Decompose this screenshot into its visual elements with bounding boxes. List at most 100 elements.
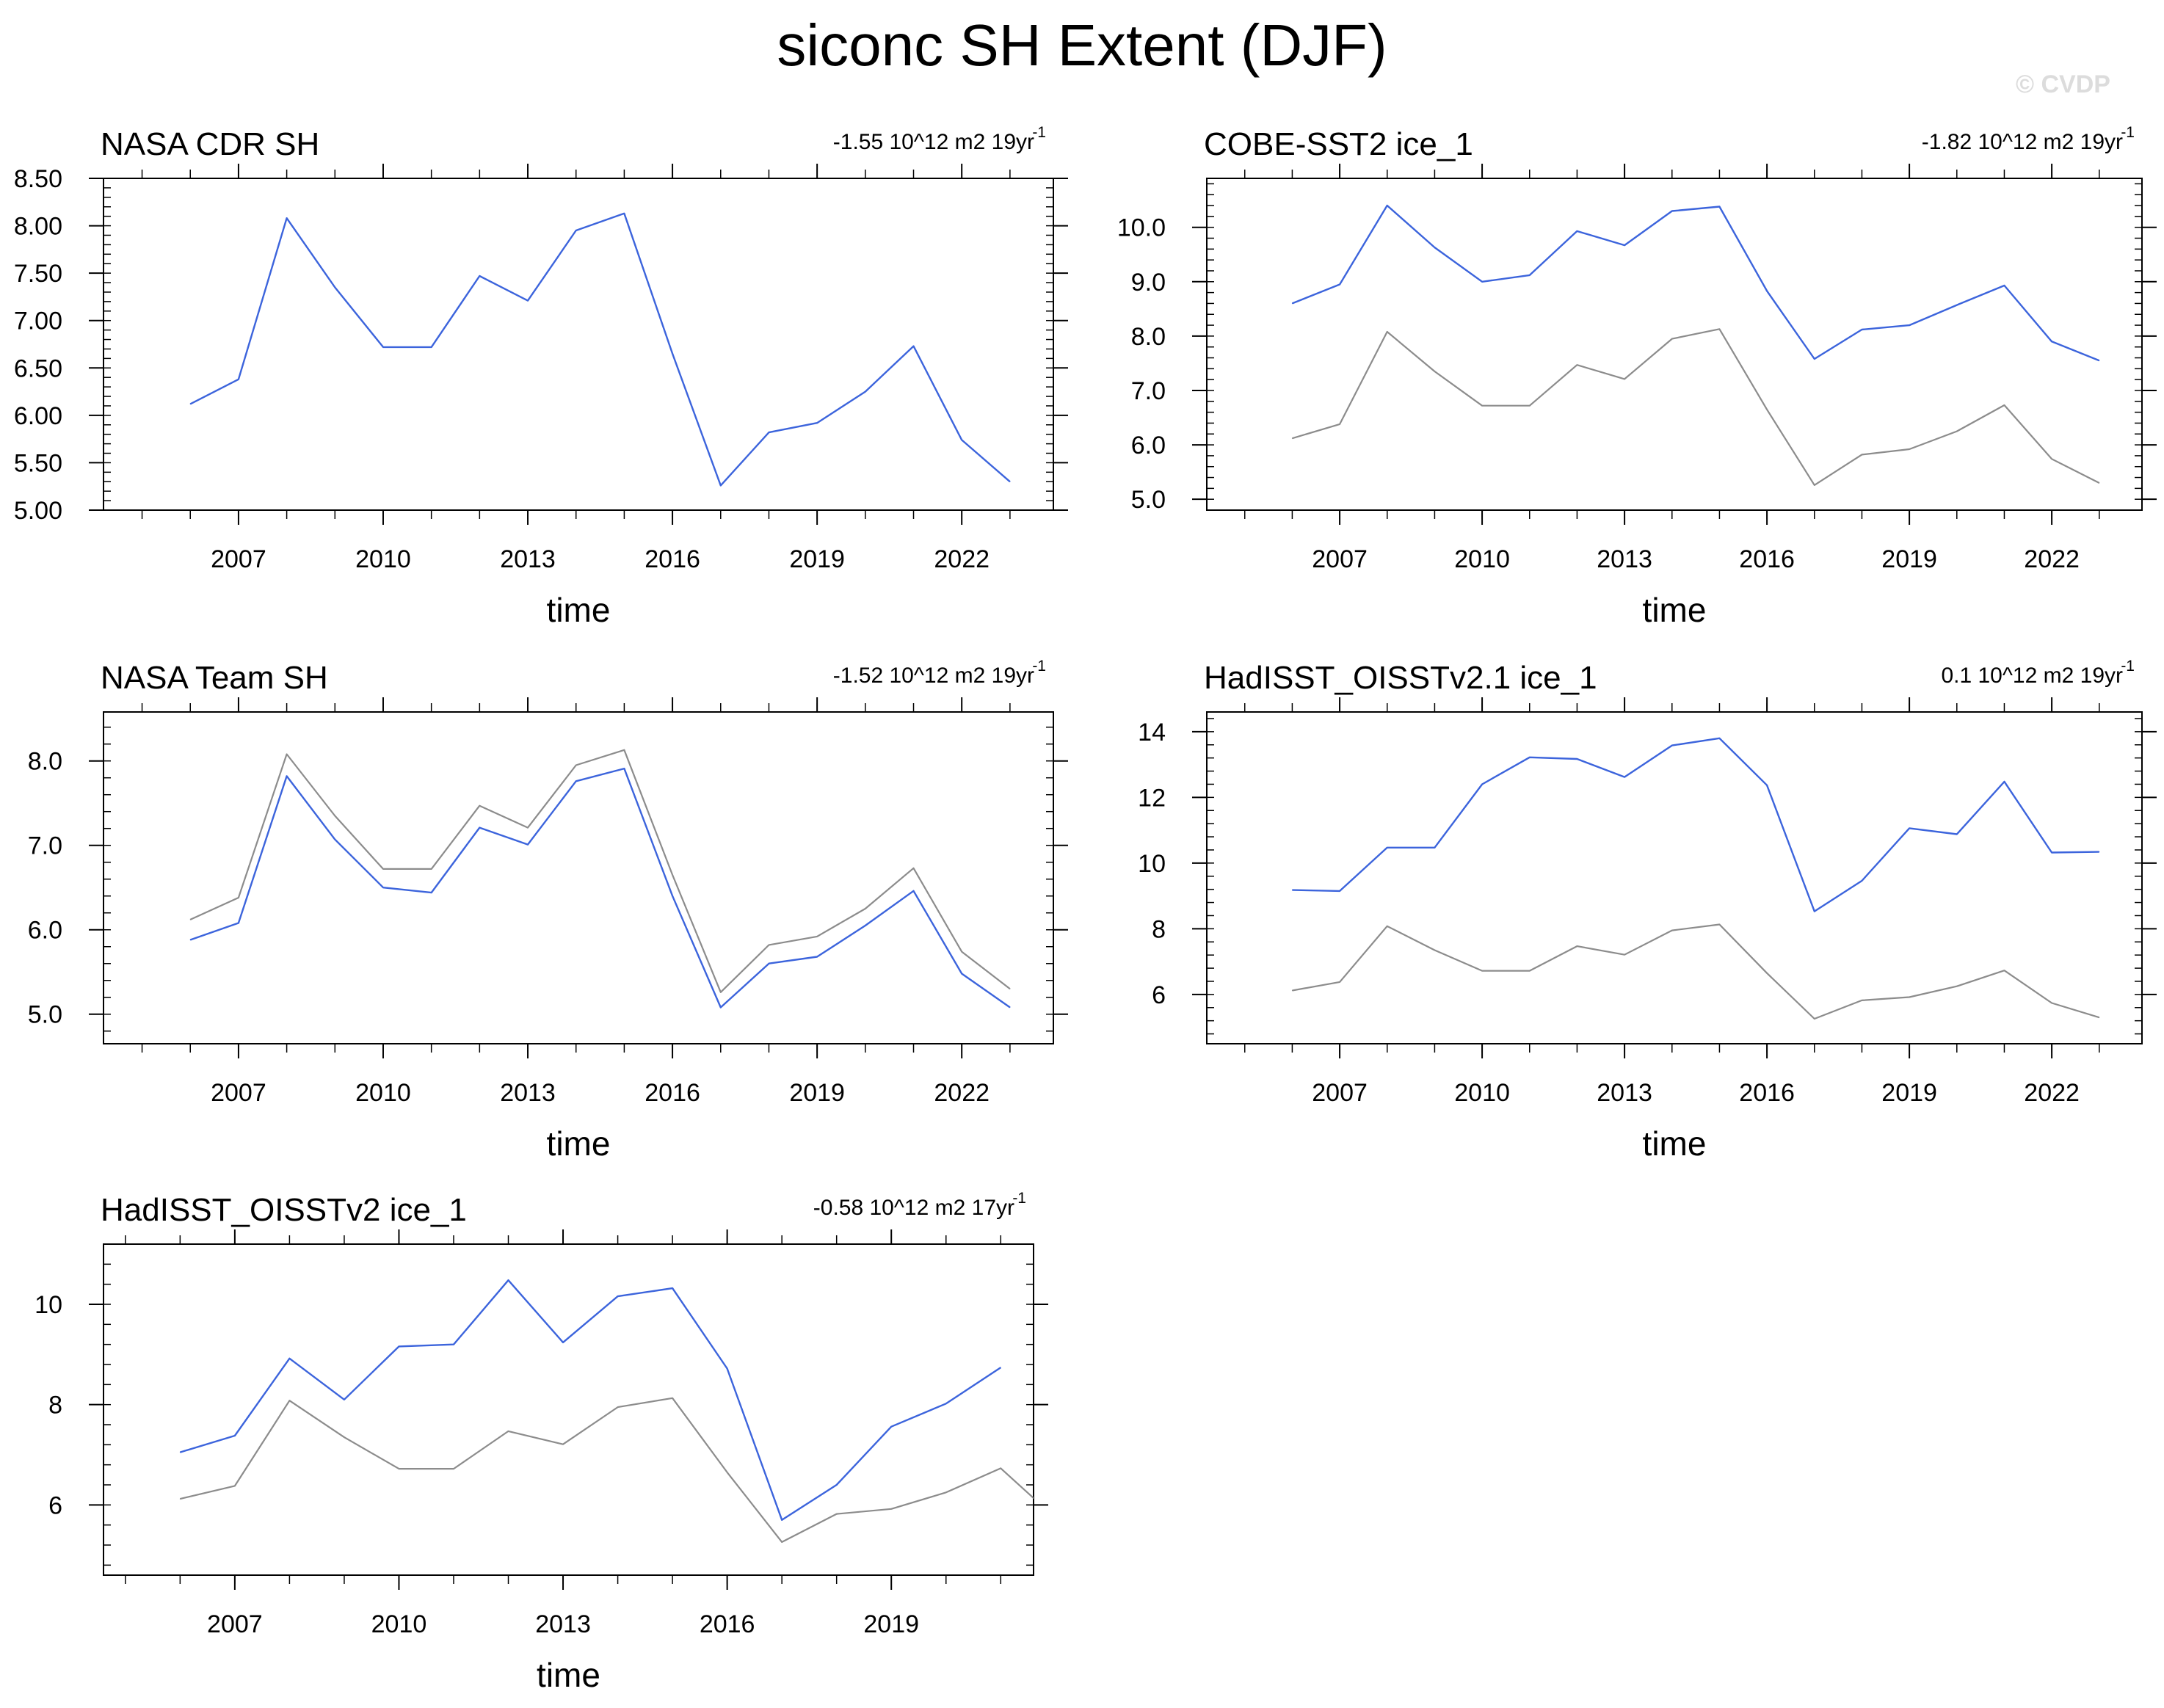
- model-data-point: [1956, 834, 1958, 835]
- y-tick-label: 8: [1152, 915, 1166, 943]
- model-data-point: [672, 1287, 673, 1289]
- observed-data-point: [1909, 448, 1910, 450]
- model-data-point: [431, 346, 432, 348]
- model-data-point: [1481, 281, 1483, 283]
- model-data-point: [1671, 745, 1673, 746]
- trend-exponent: -1: [1012, 1190, 1026, 1207]
- observed-data-point: [623, 749, 625, 751]
- y-tick-label: 6.0: [28, 917, 62, 945]
- observed-data-point: [836, 1513, 838, 1515]
- x-tick-label: 2007: [211, 545, 266, 573]
- panel-title: NASA CDR SH: [101, 126, 319, 162]
- observed-data-point: [672, 874, 673, 876]
- observed-data-point: [890, 1508, 892, 1510]
- x-tick-label: 2013: [500, 1079, 556, 1107]
- panel-title: HadISST_OISSTv2 ice_1: [101, 1192, 467, 1228]
- trend-label: -1.55 10^12 m2 19yr: [833, 130, 1034, 154]
- model-data-point: [1814, 358, 1815, 360]
- y-tick-label: 5.50: [14, 449, 62, 477]
- plot-frame: [1206, 711, 2143, 1044]
- model-data-point: [1814, 911, 1815, 912]
- x-tick-label: 2019: [863, 1610, 919, 1638]
- model-data-point: [286, 217, 288, 219]
- model-data-point: [479, 827, 480, 829]
- x-tick-label: 2016: [700, 1610, 755, 1638]
- model-series-line: [189, 212, 1011, 487]
- panel-title: HadISST_OISSTv2.1 ice_1: [1204, 660, 1597, 696]
- observed-data-point: [617, 1406, 619, 1408]
- observed-series-line: [1292, 923, 2100, 1020]
- observed-data-point: [1481, 405, 1483, 407]
- observed-data-point: [1529, 970, 1531, 972]
- observed-data-point: [479, 805, 480, 807]
- observed-data-point: [1481, 970, 1483, 972]
- y-tick-label: 14: [1138, 719, 1166, 746]
- y-tick-label: 5.0: [1131, 486, 1166, 514]
- model-data-point: [720, 484, 722, 486]
- observed-data-point: [179, 1498, 181, 1500]
- model-data-point: [945, 1403, 947, 1404]
- model-series-line: [179, 1279, 1001, 1522]
- observed-data-point: [1291, 990, 1293, 991]
- x-tick-label: 2013: [1597, 545, 1652, 573]
- y-tick-label: 8.50: [14, 165, 62, 193]
- x-axis-title: time: [1643, 1124, 1707, 1163]
- model-series-line: [1292, 737, 2099, 912]
- cvdp-watermark: © CVDP: [2016, 70, 2110, 98]
- model-data-point: [508, 1279, 509, 1281]
- observed-data-point: [382, 868, 384, 870]
- y-tick-label: 5.00: [14, 497, 62, 525]
- observed-data-point: [1671, 930, 1673, 931]
- model-data-point: [1009, 1007, 1011, 1008]
- y-tick-label: 8.0: [1131, 323, 1166, 351]
- model-data-point: [382, 346, 384, 348]
- y-tick-label: 6: [48, 1491, 62, 1519]
- plot-frame: [103, 711, 1054, 1044]
- y-tick-label: 8: [48, 1392, 62, 1420]
- x-tick-label: 2010: [1454, 545, 1510, 573]
- model-data-point: [1434, 247, 1435, 248]
- panel-title: NASA Team SH: [101, 660, 328, 696]
- panel-title: COBE-SST2 ice_1: [1204, 126, 1473, 162]
- trend-exponent: -1: [1032, 658, 1046, 675]
- observed-data-point: [2004, 970, 2005, 971]
- x-axis-title: time: [1643, 591, 1707, 629]
- trend-label: 0.1 10^12 m2 19yr: [1941, 664, 2123, 688]
- chart-panel-2: COBE-SST2 ice_1 -1.82 10^12 m2 19yr-1 5.0 6…: [1117, 124, 2157, 629]
- observed-data-point: [781, 1541, 783, 1543]
- x-tick-label: 2010: [1454, 1079, 1510, 1107]
- y-tick-label: 6.00: [14, 402, 62, 430]
- observed-data-point: [189, 919, 191, 920]
- x-tick-label: 2013: [500, 545, 556, 573]
- model-data-point: [2004, 781, 2005, 782]
- model-data-point: [720, 1007, 722, 1008]
- x-tick-label: 2019: [1881, 1079, 1937, 1107]
- x-axis-title: time: [547, 1124, 611, 1163]
- observed-series-line: [1292, 328, 2100, 487]
- plot-frame: [1206, 178, 2143, 511]
- x-tick-label: 2019: [789, 1079, 845, 1107]
- x-tick-label: 2010: [355, 545, 411, 573]
- chart-panel-3: NASA Team SH -1.52 10^12 m2 19yr-1 5.0 6.0 7…: [28, 658, 1068, 1163]
- observed-data-point: [1814, 1018, 1815, 1020]
- x-tick-label: 2022: [934, 545, 990, 573]
- trend-exponent: -1: [2121, 124, 2135, 141]
- model-data-point: [816, 422, 818, 424]
- model-data-point: [672, 353, 673, 355]
- observed-data-point: [1434, 371, 1435, 372]
- y-tick-label: 5.0: [28, 1001, 62, 1029]
- y-tick-label: 12: [1138, 784, 1166, 812]
- x-tick-label: 2007: [207, 1610, 263, 1638]
- x-tick-label: 2013: [535, 1610, 591, 1638]
- x-tick-label: 2013: [1597, 1079, 1652, 1107]
- model-data-point: [623, 768, 625, 769]
- x-tick-label: 2022: [2024, 545, 2080, 573]
- model-data-point: [1481, 784, 1483, 785]
- plot-frame: [103, 1243, 1034, 1576]
- y-tick-label: 8.0: [28, 748, 62, 776]
- observed-data-point: [1529, 405, 1531, 407]
- x-tick-label: 2007: [211, 1079, 266, 1107]
- observed-data-point: [1956, 431, 1958, 432]
- model-series-line: [189, 767, 1011, 1009]
- x-tick-label: 2019: [1881, 545, 1937, 573]
